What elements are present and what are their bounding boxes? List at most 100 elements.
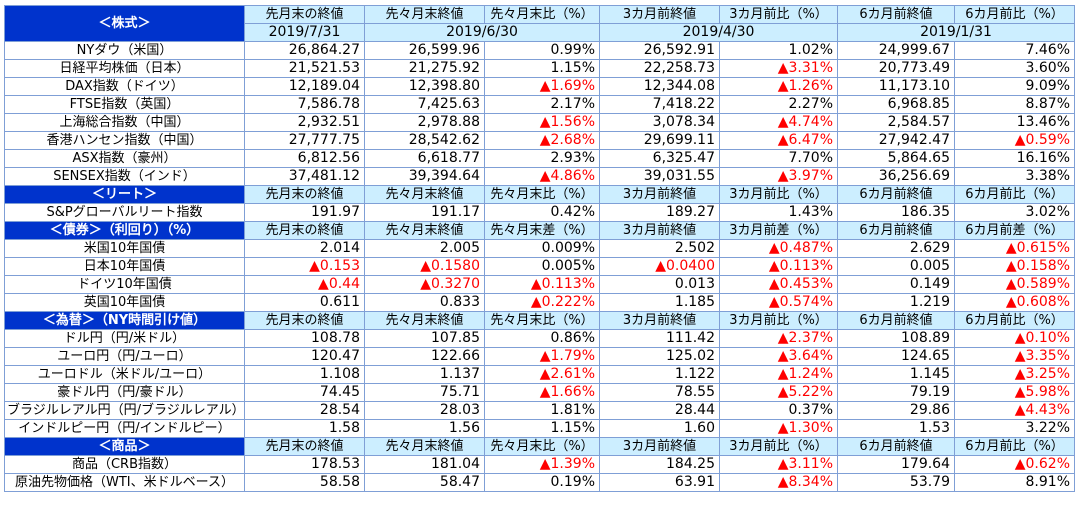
value-cell: ▲0.1580 xyxy=(364,257,485,276)
column-header: 6カ月前終値 xyxy=(837,185,955,204)
value-cell: 26,864.27 xyxy=(244,41,365,60)
value-cell: 20,773.49 xyxy=(837,59,955,78)
row-label: ブラジルレアル円（円/ブラジルレアル） xyxy=(4,401,245,420)
value-cell: 26,592.91 xyxy=(599,41,720,60)
value-cell: 29.86 xyxy=(837,401,955,420)
value-cell: 0.42% xyxy=(484,203,600,222)
value-cell: 37,481.12 xyxy=(244,167,365,186)
value-cell: ▲0.44 xyxy=(244,275,365,294)
section-header-row: ＜商品＞ 先月末の終値 先々月末終値 先々月末比（%） 3カ月前終値 3カ月前比（%） 6カ… xyxy=(4,437,1075,456)
value-cell: 7.70% xyxy=(719,149,838,168)
column-header: 先々月末比（%） xyxy=(484,437,600,456)
value-cell: ▲1.66% xyxy=(484,383,600,402)
value-cell: ▲0.222% xyxy=(484,293,600,312)
value-cell: ▲4.74% xyxy=(719,113,838,132)
value-cell: ▲0.589% xyxy=(954,275,1075,294)
value-cell: 6,618.77 xyxy=(364,149,485,168)
row-label: 日経平均株価（日本） xyxy=(4,59,245,78)
row-label: NYダウ（米国） xyxy=(4,41,245,60)
value-cell: ▲3.25% xyxy=(954,365,1075,384)
section-header-row: ＜リート＞ 先月末の終値 先々月末終値 先々月末比（%） 3カ月前終値 3カ月前比（%） 6… xyxy=(4,185,1075,204)
value-cell: ▲0.487% xyxy=(719,239,838,258)
value-cell: 1.43% xyxy=(719,203,838,222)
column-header: 先々月末終値 xyxy=(364,185,485,204)
row-label: ドル円（円/米ドル） xyxy=(4,329,245,348)
data-row: NYダウ（米国） 26,864.27 26,599.96 0.99% 26,592.91… xyxy=(4,41,1075,60)
value-cell: ▲0.0400 xyxy=(599,257,720,276)
value-cell: 74.45 xyxy=(244,383,365,402)
value-cell: 27,777.75 xyxy=(244,131,365,150)
value-cell: 9.09% xyxy=(954,77,1075,96)
column-header: 3カ月前終値 xyxy=(599,185,720,204)
value-cell: ▲0.453% xyxy=(719,275,838,294)
row-label: 豪ドル円（円/豪ドル） xyxy=(4,383,245,402)
value-cell: 1.81% xyxy=(484,401,600,420)
column-header: 先月末の終値 xyxy=(244,5,365,24)
column-header: 先々月末比（%） xyxy=(484,5,600,24)
data-row: ユーロ円（円/ユーロ） 120.47 122.66 ▲1.79% 125.02 ▲3.64… xyxy=(4,347,1075,366)
value-cell: 3.02% xyxy=(954,203,1075,222)
value-cell: 3.22% xyxy=(954,419,1075,438)
value-cell: 122.66 xyxy=(364,347,485,366)
value-cell: ▲0.615% xyxy=(954,239,1075,258)
value-cell: 2,932.51 xyxy=(244,113,365,132)
row-label: SENSEX指数（インド） xyxy=(4,167,245,186)
row-label: 商品（CRB指数） xyxy=(4,455,245,474)
column-header: 先月末の終値 xyxy=(244,311,365,330)
value-cell: 1.15% xyxy=(484,59,600,78)
value-cell: ▲0.59% xyxy=(954,131,1075,150)
column-header: 6カ月前差（%） xyxy=(954,221,1075,240)
column-header: 3カ月前終値 xyxy=(599,437,720,456)
value-cell: 63.91 xyxy=(599,473,720,492)
section-title: ＜為替＞（NY時間引け値） xyxy=(4,311,245,330)
data-row: ASX指数（豪州） 6,812.56 6,618.77 2.93% 6,325.47 7.… xyxy=(4,149,1075,168)
value-cell: 189.27 xyxy=(599,203,720,222)
section-title: ＜債券＞（利回り）（%） xyxy=(4,221,245,240)
row-label: 米国10年国債 xyxy=(4,239,245,258)
column-header: 6カ月前終値 xyxy=(837,437,955,456)
column-header: 3カ月前比（%） xyxy=(719,311,838,330)
value-cell: ▲3.11% xyxy=(719,455,838,474)
row-label: 日本10年国債 xyxy=(4,257,245,276)
row-label: ユーロ円（円/ユーロ） xyxy=(4,347,245,366)
value-cell: ▲0.113% xyxy=(719,257,838,276)
column-header: 先々月末終値 xyxy=(364,5,485,24)
value-cell: 0.99% xyxy=(484,41,600,60)
value-cell: 2.629 xyxy=(837,239,955,258)
column-header: 先月末の終値 xyxy=(244,437,365,456)
value-cell: 191.97 xyxy=(244,203,365,222)
value-cell: ▲2.37% xyxy=(719,329,838,348)
value-cell: 12,398.80 xyxy=(364,77,485,96)
value-cell: 1.53 xyxy=(837,419,955,438)
value-cell: 1.122 xyxy=(599,365,720,384)
value-cell: 7,425.63 xyxy=(364,95,485,114)
data-row: SENSEX指数（インド） 37,481.12 39,394.64 ▲4.86% 39,… xyxy=(4,167,1075,186)
data-row: FTSE指数（英国） 7,586.78 7,425.63 2.17% 7,418.22 2… xyxy=(4,95,1075,114)
value-cell: 0.833 xyxy=(364,293,485,312)
value-cell: ▲5.98% xyxy=(954,383,1075,402)
value-cell: 2,584.57 xyxy=(837,113,955,132)
value-cell: 1.108 xyxy=(244,365,365,384)
table-body: ＜株式＞ 先月末の終値 先々月末終値 先々月末比（%） 3カ月前終値 3カ月前比（%） 6カ… xyxy=(4,5,1075,492)
value-cell: ▲1.56% xyxy=(484,113,600,132)
value-cell: 6,325.47 xyxy=(599,149,720,168)
data-row: DAX指数（ドイツ） 12,189.04 12,398.80 ▲1.69% 12,344… xyxy=(4,77,1075,96)
column-header: 3カ月前比（%） xyxy=(719,5,838,24)
value-cell: ▲0.10% xyxy=(954,329,1075,348)
column-header: 6カ月前比（%） xyxy=(954,5,1075,24)
value-cell: 1.185 xyxy=(599,293,720,312)
value-cell: ▲3.64% xyxy=(719,347,838,366)
value-cell: 1.219 xyxy=(837,293,955,312)
value-cell: ▲0.62% xyxy=(954,455,1075,474)
column-header: 6カ月前終値 xyxy=(837,221,955,240)
value-cell: 36,256.69 xyxy=(837,167,955,186)
data-row: ドイツ10年国債 ▲0.44 ▲0.3270 ▲0.113% 0.013 ▲0.453% 0… xyxy=(4,275,1075,294)
value-cell: 26,599.96 xyxy=(364,41,485,60)
column-header: 6カ月前比（%） xyxy=(954,437,1075,456)
column-header: 先々月末終値 xyxy=(364,437,485,456)
value-cell: 186.35 xyxy=(837,203,955,222)
value-cell: 5,864.65 xyxy=(837,149,955,168)
row-label: ドイツ10年国債 xyxy=(4,275,245,294)
row-label: 香港ハンセン指数（中国） xyxy=(4,131,245,150)
column-header: 3カ月前比（%） xyxy=(719,185,838,204)
